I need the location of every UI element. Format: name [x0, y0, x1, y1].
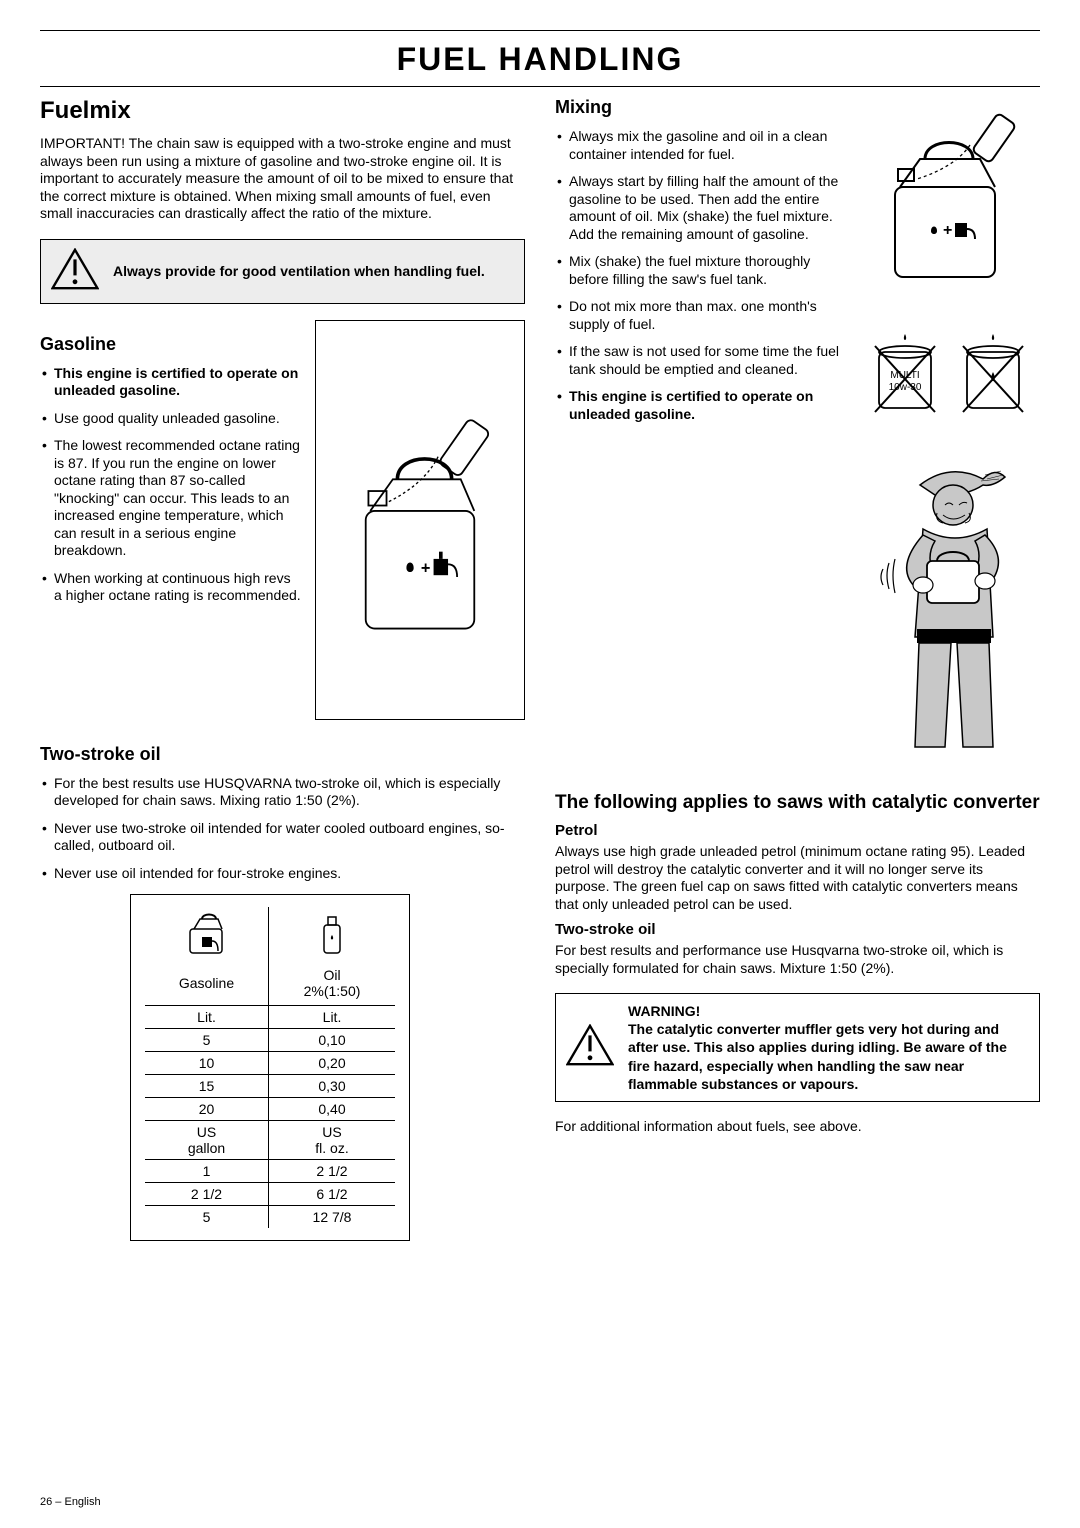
see-above-footnote: For additional information about fuels, … [555, 1118, 1040, 1136]
gasoline-bullet: The lowest recommended octane rating is … [40, 437, 301, 560]
warning-triangle-icon [566, 1024, 614, 1071]
twostroke-heading: Two-stroke oil [40, 744, 525, 765]
page-number: 26 [40, 1496, 52, 1508]
top-rule [40, 30, 1040, 31]
svg-text:+: + [421, 559, 431, 577]
ventilation-warning-box: Always provide for good ventilation when… [40, 239, 525, 304]
fuel-can-figure: + [315, 320, 525, 720]
table-cell: 0,20 [269, 1052, 396, 1075]
two-column-layout: Fuelmix IMPORTANT! The chain saw is equi… [40, 97, 1040, 1241]
catalytic-warning-text: WARNING! The catalytic converter muffler… [628, 1002, 1029, 1093]
cat-twostroke-heading: Two-stroke oil [555, 921, 1040, 938]
warning-triangle-icon [51, 248, 99, 295]
catalytic-heading: The following applies to saws with catal… [555, 792, 1040, 814]
twostroke-bullet: Never use two-stroke oil intended for wa… [40, 820, 525, 855]
table-cell: 6 1/2 [269, 1183, 396, 1206]
table-cell: USfl. oz. [269, 1121, 396, 1160]
table-cell: 2 1/2 [269, 1160, 396, 1183]
page-footer: 26 – English [40, 1496, 101, 1508]
right-column: Mixing Always mix the gasoline and oil i… [555, 97, 1040, 1241]
mixing-row: Mixing Always mix the gasoline and oil i… [555, 97, 1040, 762]
page-lang: – English [52, 1496, 100, 1508]
table-hdr-oil-ratio: 2%(1:50) [304, 983, 361, 999]
warning-body: The catalytic converter muffler gets ver… [628, 1021, 1007, 1092]
twostroke-bullet: Never use oil intended for four-stroke e… [40, 865, 525, 883]
gasoline-bullet-list: This engine is certified to operate on u… [40, 365, 301, 605]
warning-label: WARNING! [628, 1003, 700, 1019]
table-cell: 12 7/8 [269, 1206, 396, 1229]
mixing-bullet: This engine is certified to operate on u… [555, 388, 846, 423]
left-column: Fuelmix IMPORTANT! The chain saw is equi… [40, 97, 525, 1241]
gasoline-bullet: When working at continuous high revs a h… [40, 570, 301, 605]
mixing-bullet: Do not mix more than max. one month's su… [555, 298, 846, 333]
table-cell: 10 [145, 1052, 269, 1075]
page-title: FUEL HANDLING [40, 37, 1040, 82]
gasoline-heading: Gasoline [40, 334, 301, 355]
table-cell: 0,40 [269, 1098, 396, 1121]
table-cell: 15 [145, 1075, 269, 1098]
table-cell: 0,30 [269, 1075, 396, 1098]
table-cell: Lit. [145, 1006, 269, 1029]
mixing-bullet-list: Always mix the gasoline and oil in a cle… [555, 128, 846, 423]
petrol-body: Always use high grade unleaded petrol (m… [555, 843, 1040, 913]
mixing-figures-col: + MULTI [860, 97, 1040, 762]
mixing-bullet: Mix (shake) the fuel mixture thoroughly … [555, 253, 846, 288]
mix-can-figure: + [865, 97, 1035, 302]
table-hdr-oil-name: Oil [323, 967, 340, 983]
table-cell: 2 1/2 [145, 1183, 269, 1206]
oil-bottle-icon [269, 907, 396, 964]
table-cell: 20 [145, 1098, 269, 1121]
forbidden-oils-figure: MULTI 10w-30 [865, 332, 1035, 427]
gasoline-bullet: This engine is certified to operate on u… [40, 365, 301, 400]
mixing-heading: Mixing [555, 97, 846, 118]
mixture-table: Gasoline Oil 2%(1:50) Lit.Lit.50,10100,2… [145, 907, 395, 1228]
mixture-table-wrap: Gasoline Oil 2%(1:50) Lit.Lit.50,10100,2… [130, 894, 410, 1241]
important-paragraph: IMPORTANT! The chain saw is equipped wit… [40, 135, 525, 223]
table-hdr-gasoline: Gasoline [145, 964, 269, 1006]
catalytic-warning-box: WARNING! The catalytic converter muffler… [555, 993, 1040, 1102]
gasoline-row: Gasoline This engine is certified to ope… [40, 320, 525, 720]
title-rule [40, 86, 1040, 87]
mixing-bullet: If the saw is not used for some time the… [555, 343, 846, 378]
gasoline-bullet: Use good quality unleaded gasoline. [40, 410, 301, 428]
mixing-bullet: Always start by filling half the amount … [555, 173, 846, 243]
table-cell: 1 [145, 1160, 269, 1183]
svg-text:+: + [943, 222, 952, 239]
table-cell: Lit. [269, 1006, 396, 1029]
twostroke-bullet: For the best results use HUSQVARNA two-s… [40, 775, 525, 810]
twostroke-bullet-list: For the best results use HUSQVARNA two-s… [40, 775, 525, 883]
gasoline-text-col: Gasoline This engine is certified to ope… [40, 320, 301, 720]
mixing-bullet: Always mix the gasoline and oil in a cle… [555, 128, 846, 163]
table-cell: 0,10 [269, 1029, 396, 1052]
table-cell: USgallon [145, 1121, 269, 1160]
fuelmix-heading: Fuelmix [40, 97, 525, 125]
table-cell: 5 [145, 1206, 269, 1229]
cat-twostroke-body: For best results and performance use Hus… [555, 942, 1040, 977]
table-hdr-oil: Oil 2%(1:50) [269, 964, 396, 1006]
gasoline-can-icon [145, 907, 269, 964]
table-cell: 5 [145, 1029, 269, 1052]
mixing-text-col: Mixing Always mix the gasoline and oil i… [555, 97, 846, 762]
ventilation-warning-text: Always provide for good ventilation when… [113, 262, 485, 280]
petrol-heading: Petrol [555, 822, 1040, 839]
person-shaking-figure [865, 457, 1035, 762]
